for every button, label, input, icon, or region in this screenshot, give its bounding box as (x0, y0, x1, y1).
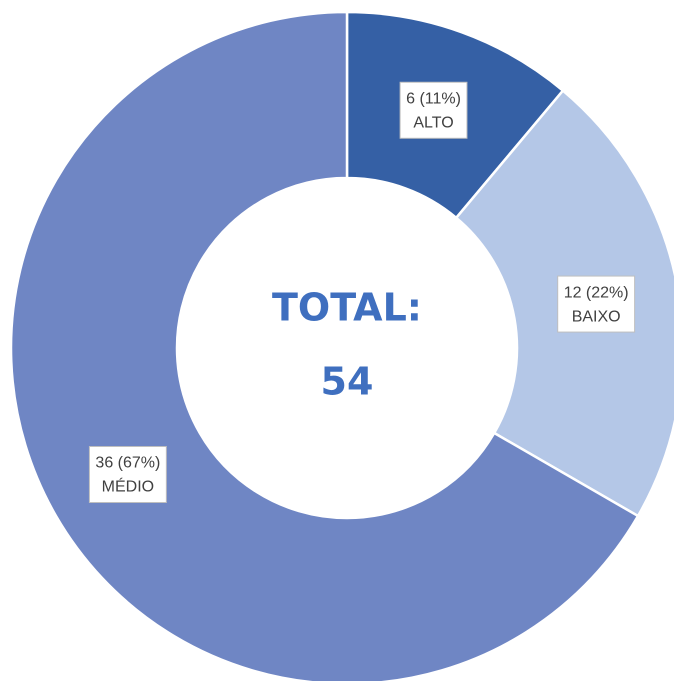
data-label: 36 (67%) MÉDIO (88, 446, 167, 503)
center-label: TOTAL: (272, 286, 422, 330)
category-label: ALTO (413, 114, 453, 131)
value-label: 12 (22%) (564, 284, 629, 301)
center-total: 54 (321, 360, 374, 404)
label-box (88, 446, 167, 503)
data-label: 6 (11%) ALTO (399, 81, 468, 139)
data-label: 12 (22%) BAIXO (557, 275, 636, 333)
category-label: BAIXO (572, 308, 621, 325)
donut-segment (9, 10, 640, 681)
label-box (399, 81, 468, 139)
segments (9, 10, 674, 681)
label-box (557, 275, 636, 333)
category-label: MÉDIO (102, 477, 154, 496)
value-label: 36 (67%) (95, 455, 160, 472)
value-label: 6 (11%) (406, 90, 461, 107)
